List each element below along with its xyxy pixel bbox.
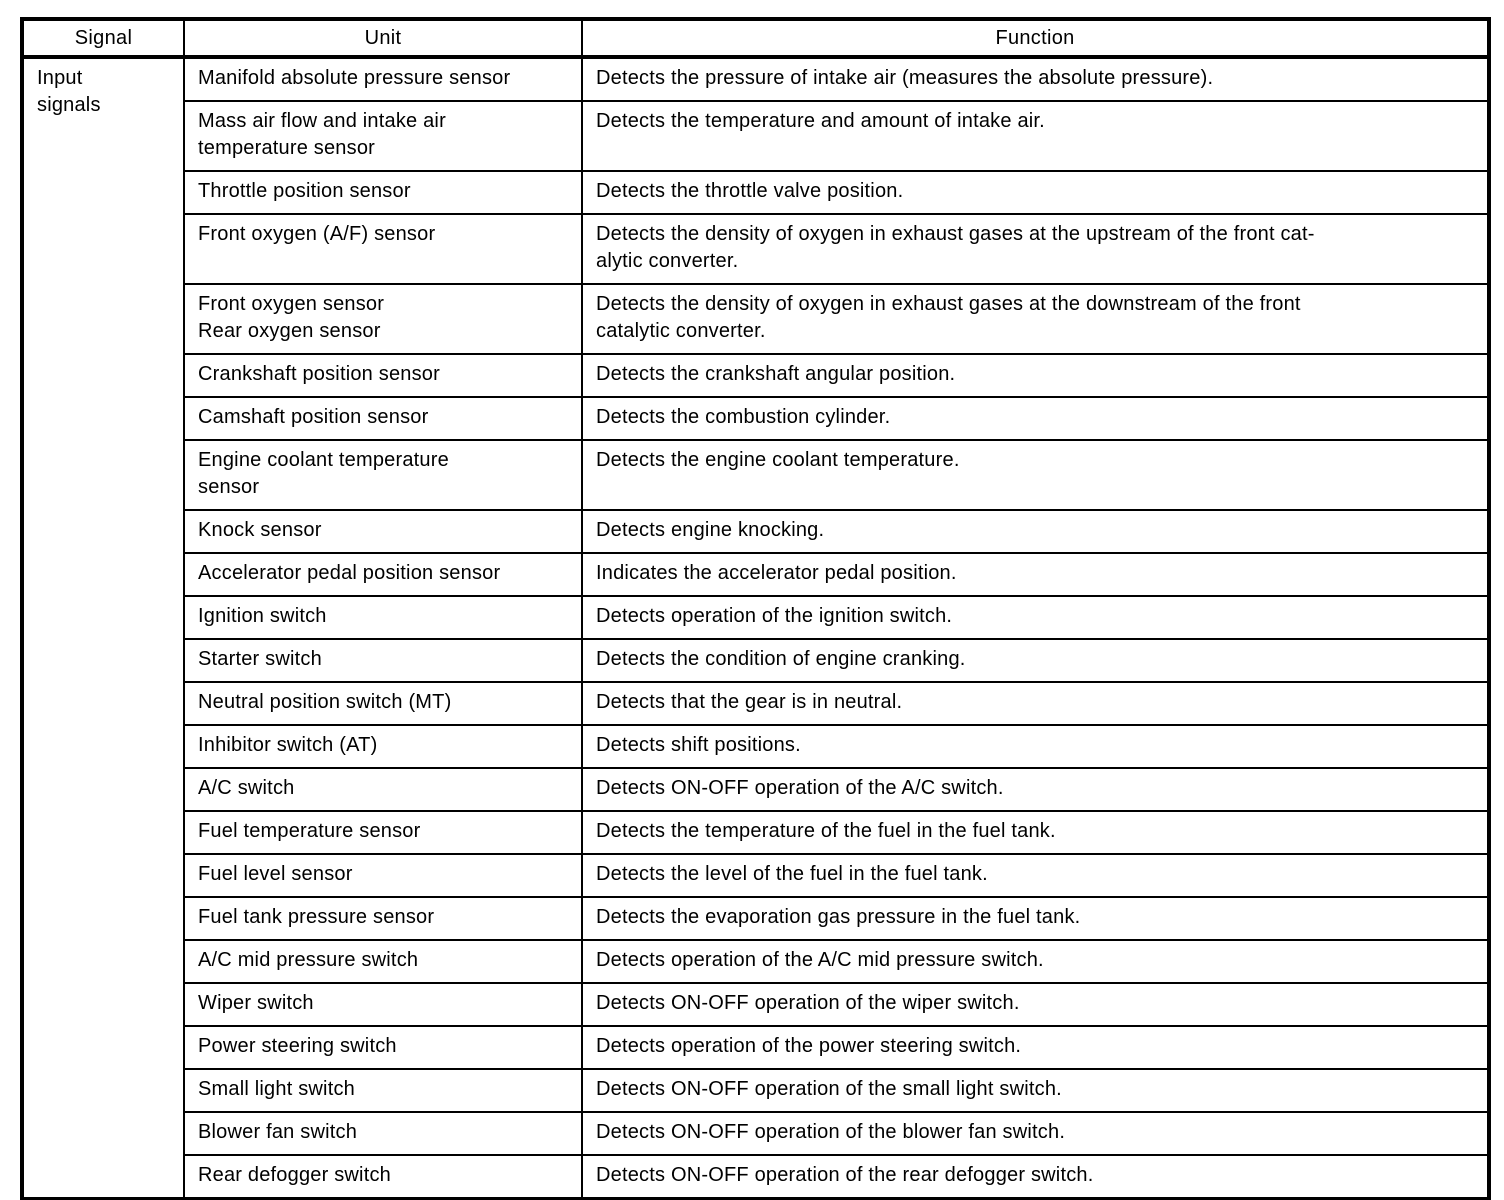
table-header: Signal Unit Function <box>21 17 1490 59</box>
unit-cell: Fuel temperature sensor <box>183 810 583 855</box>
function-cell: Detects ON-OFF operation of the rear def… <box>581 1154 1490 1200</box>
unit-cell: Crankshaft position sensor <box>183 353 583 398</box>
function-cell: Indicates the accelerator pedal position… <box>581 552 1490 597</box>
function-cell: Detects the level of the fuel in the fue… <box>581 853 1490 898</box>
table-row: A/C switch Detects ON-OFF operation of th… <box>22 767 1490 812</box>
unit-cell: A/C switch <box>183 767 583 812</box>
table-row: Power steering switch Detects operation o… <box>22 1025 1490 1070</box>
unit-cell: Front oxygen (A/F) sensor <box>183 213 583 285</box>
function-cell: Detects shift positions. <box>581 724 1490 769</box>
table-row: Blower fan switch Detects ON-OFF operatio… <box>22 1111 1490 1156</box>
function-cell: Detects the condition of engine cranking… <box>581 638 1490 683</box>
signal-table: Signal Unit Function Input signals Manifo… <box>20 17 1491 1200</box>
function-cell: Detects the evaporation gas pressure in … <box>581 896 1490 941</box>
unit-cell: Front oxygen sensor Rear oxygen sensor <box>183 283 583 355</box>
unit-cell: Neutral position switch (MT) <box>183 681 583 726</box>
table-row: Neutral position switch (MT) Detects that… <box>22 681 1490 726</box>
unit-cell: Manifold absolute pressure sensor <box>183 56 583 102</box>
function-cell: Detects ON-OFF operation of the wiper sw… <box>581 982 1490 1027</box>
table-row: Front oxygen (A/F) sensor Detects the den… <box>22 213 1490 285</box>
unit-cell: Blower fan switch <box>183 1111 583 1156</box>
function-cell: Detects engine knocking. <box>581 509 1490 554</box>
table-row: Accelerator pedal position sensor Indicat… <box>22 552 1490 597</box>
signal-group-cell: Input signals <box>21 56 185 1200</box>
unit-cell: A/C mid pressure switch <box>183 939 583 984</box>
function-cell: Detects the density of oxygen in exhaust… <box>581 213 1490 285</box>
column-header-function: Function <box>581 17 1490 59</box>
table-row: Front oxygen sensor Rear oxygen sensor De… <box>22 283 1490 355</box>
function-cell: Detects the temperature of the fuel in t… <box>581 810 1490 855</box>
table-body: Input signals Manifold absolute pressure … <box>21 56 1490 1200</box>
unit-cell: Accelerator pedal position sensor <box>183 552 583 597</box>
table-row: Ignition switch Detects operation of the … <box>22 595 1490 640</box>
unit-cell: Wiper switch <box>183 982 583 1027</box>
function-cell: Detects the temperature and amount of in… <box>581 100 1490 172</box>
function-cell: Detects the density of oxygen in exhaust… <box>581 283 1490 355</box>
unit-cell: Inhibitor switch (AT) <box>183 724 583 769</box>
unit-cell: Small light switch <box>183 1068 583 1113</box>
function-cell: Detects ON-OFF operation of the blower f… <box>581 1111 1490 1156</box>
table-row: A/C mid pressure switch Detects operation… <box>22 939 1490 984</box>
table-row: Fuel temperature sensor Detects the tempe… <box>22 810 1490 855</box>
function-cell: Detects the throttle valve position. <box>581 170 1490 215</box>
function-cell: Detects operation of the ignition switch… <box>581 595 1490 640</box>
function-cell: Detects the crankshaft angular position. <box>581 353 1490 398</box>
table-row: Input signals Manifold absolute pressure … <box>21 56 1490 1200</box>
unit-cell: Starter switch <box>183 638 583 683</box>
unit-cell: Knock sensor <box>183 509 583 554</box>
column-header-signal: Signal <box>21 17 185 59</box>
function-cell: Detects ON-OFF operation of the small li… <box>581 1068 1490 1113</box>
table-row: Small light switch Detects ON-OFF operati… <box>22 1068 1490 1113</box>
header-row: Signal Unit Function <box>21 17 1490 59</box>
unit-cell: Fuel level sensor <box>183 853 583 898</box>
function-cell: Detects operation of the power steering … <box>581 1025 1490 1070</box>
function-cell: Detects that the gear is in neutral. <box>581 681 1490 726</box>
table-row: Fuel level sensor Detects the level of th… <box>22 853 1490 898</box>
function-cell: Detects ON-OFF operation of the A/C swit… <box>581 767 1490 812</box>
unit-cell: Engine coolant temperature sensor <box>183 439 583 511</box>
unit-cell: Mass air flow and intake air temperature… <box>183 100 583 172</box>
table-row: Knock sensor Detects engine knocking. <box>22 509 1490 554</box>
unit-cell: Fuel tank pressure sensor <box>183 896 583 941</box>
table-row: Starter switch Detects the condition of e… <box>22 638 1490 683</box>
unit-cell: Rear defogger switch <box>183 1154 583 1200</box>
table-row: Crankshaft position sensor Detects the cr… <box>22 353 1490 398</box>
function-cell: Detects operation of the A/C mid pressur… <box>581 939 1490 984</box>
table-row: Mass air flow and intake air temperature… <box>22 100 1490 172</box>
unit-cell: Camshaft position sensor <box>183 396 583 441</box>
column-header-unit: Unit <box>183 17 583 59</box>
table-row: Fuel tank pressure sensor Detects the eva… <box>22 896 1490 941</box>
table-row: Inhibitor switch (AT) Detects shift posit… <box>22 724 1490 769</box>
table-row: Camshaft position sensor Detects the comb… <box>22 396 1490 441</box>
function-cell: Detects the combustion cylinder. <box>581 396 1490 441</box>
table-row: Rear defogger switch Detects ON-OFF opera… <box>22 1154 1490 1200</box>
unit-cell: Ignition switch <box>183 595 583 640</box>
function-cell: Detects the pressure of intake air (meas… <box>581 56 1490 102</box>
table-row: Engine coolant temperature sensor Detects… <box>22 439 1490 511</box>
unit-cell: Throttle position sensor <box>183 170 583 215</box>
table-row: Throttle position sensor Detects the thro… <box>22 170 1490 215</box>
unit-cell: Power steering switch <box>183 1025 583 1070</box>
table-row: Wiper switch Detects ON-OFF operation of … <box>22 982 1490 1027</box>
function-cell: Detects the engine coolant temperature. <box>581 439 1490 511</box>
